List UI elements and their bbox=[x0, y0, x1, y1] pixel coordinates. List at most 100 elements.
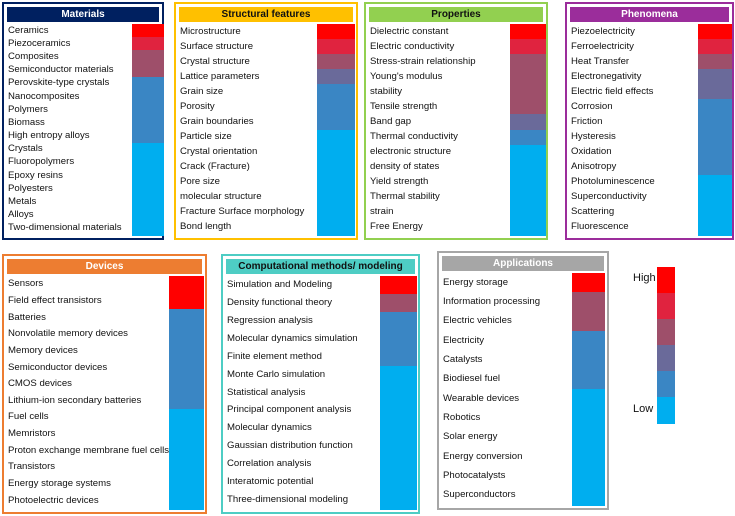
list-item: Photoelectric devices bbox=[8, 494, 99, 506]
list-item: Young's modulus bbox=[370, 70, 443, 82]
list-item: Epoxy resins bbox=[8, 169, 63, 181]
list-item: Fracture Surface morphology bbox=[180, 206, 305, 218]
legend-segment-blue-mid bbox=[657, 371, 675, 397]
heat-cell bbox=[132, 37, 164, 51]
heat-cell bbox=[169, 492, 204, 510]
heat-cell bbox=[510, 129, 546, 146]
list-item: Crystal orientation bbox=[180, 146, 258, 158]
heat-cell bbox=[698, 84, 732, 100]
list-item: Correlation analysis bbox=[227, 458, 312, 470]
heat-cell bbox=[132, 169, 164, 183]
list-item: Sensors bbox=[8, 278, 44, 290]
list-item: Biodiesel fuel bbox=[443, 373, 501, 385]
heat-cell bbox=[698, 69, 732, 85]
properties-heat-bar bbox=[510, 24, 546, 236]
heat-cell bbox=[698, 129, 732, 146]
list-item: Field effect transistors bbox=[8, 294, 102, 306]
list-item: Ceramics bbox=[8, 24, 49, 36]
list-item: Simulation and Modeling bbox=[227, 278, 333, 290]
heat-cell bbox=[169, 475, 204, 493]
list-item: strain bbox=[370, 206, 394, 218]
devices-panel: Devices Sensors Field effect transistors B… bbox=[2, 254, 207, 514]
list-item: Heat Transfer bbox=[571, 55, 630, 67]
heat-cell bbox=[698, 114, 732, 131]
heat-cell bbox=[169, 409, 204, 427]
list-item: Information processing bbox=[443, 296, 541, 307]
heat-cell bbox=[132, 155, 164, 170]
list-item: Interatomic potential bbox=[227, 476, 314, 488]
list-item: Electric vehicles bbox=[443, 315, 512, 327]
heat-cell bbox=[169, 276, 204, 294]
list-item: Energy conversion bbox=[443, 450, 523, 462]
heat-cell bbox=[698, 54, 732, 70]
list-item: density of states bbox=[370, 161, 440, 173]
heat-cell bbox=[132, 50, 164, 65]
heat-cell bbox=[510, 219, 546, 236]
applications-heat-bar bbox=[572, 273, 605, 506]
heat-cell bbox=[317, 54, 355, 70]
heat-cell bbox=[132, 24, 164, 38]
heat-cell bbox=[698, 39, 732, 55]
list-item: Superconductors bbox=[443, 489, 516, 501]
materials-title: Materials bbox=[7, 7, 159, 22]
heat-cell bbox=[169, 325, 204, 344]
legend-segment-high bbox=[657, 267, 675, 293]
heat-cell bbox=[380, 437, 417, 456]
heat-cell bbox=[572, 427, 605, 448]
heat-cell bbox=[572, 292, 605, 313]
heat-cell bbox=[572, 447, 605, 467]
phenomena-panel: Phenomena Piezoelectricity Ferroelectrici… bbox=[565, 2, 734, 240]
list-item: High entropy alloys bbox=[8, 130, 90, 142]
heat-cell bbox=[169, 359, 204, 377]
heat-cell bbox=[698, 159, 732, 176]
heat-cell bbox=[380, 276, 417, 295]
legend-high-label: High bbox=[633, 272, 656, 284]
heat-cell bbox=[169, 309, 204, 327]
list-item: stability bbox=[370, 85, 402, 97]
list-item: Proton exchange membrane fuel cells bbox=[8, 444, 170, 456]
devices-title: Devices bbox=[7, 259, 202, 274]
list-item: Electric conductivity bbox=[370, 40, 455, 52]
list-item: Microstructure bbox=[180, 25, 241, 37]
materials-heat-bar bbox=[132, 24, 164, 236]
list-item: Oxidation bbox=[571, 146, 612, 158]
list-item: Three-dimensional modeling bbox=[227, 494, 349, 506]
list-item: Energy storage systems bbox=[8, 478, 111, 490]
heat-cell bbox=[317, 114, 355, 131]
list-item: Memory devices bbox=[8, 344, 78, 356]
list-item: Molecular dynamics simulation bbox=[227, 332, 358, 344]
legend-segment-mid bbox=[657, 319, 675, 345]
heat-cell bbox=[317, 69, 355, 85]
list-item: Polymers bbox=[8, 103, 48, 115]
list-item: Alloys bbox=[8, 209, 34, 221]
list-item: Pore size bbox=[180, 176, 220, 188]
list-item: Monte Carlo simulation bbox=[227, 368, 326, 380]
heat-cell bbox=[317, 219, 355, 236]
heat-cell bbox=[572, 331, 605, 351]
heat-cell bbox=[132, 129, 164, 144]
list-item: Semiconductor devices bbox=[8, 361, 108, 373]
heat-cell bbox=[572, 350, 605, 371]
materials-panel: Materials Ceramics Piezoceramics Composite… bbox=[2, 2, 164, 240]
list-item: Photocatalysts bbox=[443, 470, 506, 481]
list-item: Grain size bbox=[180, 85, 224, 97]
heat-cell bbox=[380, 401, 417, 420]
list-item: Nanocomposites bbox=[8, 90, 80, 102]
structural-features-panel: Structural features Microstructure Surfac… bbox=[174, 2, 358, 240]
heat-cell bbox=[698, 174, 732, 191]
heat-cell bbox=[132, 103, 164, 117]
heat-cell bbox=[510, 99, 546, 115]
list-item: Bond length bbox=[180, 221, 232, 233]
heat-cell bbox=[572, 485, 605, 506]
list-item: Transistors bbox=[8, 461, 56, 473]
list-item: Photoluminescence bbox=[571, 176, 655, 188]
list-item: Anisotropy bbox=[571, 161, 617, 173]
heat-cell bbox=[572, 311, 605, 332]
structural-features-heat-bar bbox=[317, 24, 355, 236]
list-item: Batteries bbox=[8, 311, 46, 323]
list-item: Semiconductor materials bbox=[8, 64, 114, 76]
list-item: Finite element method bbox=[227, 350, 322, 362]
list-item: Surface structure bbox=[180, 40, 254, 52]
heat-cell bbox=[510, 84, 546, 100]
list-item: Electronegativity bbox=[571, 70, 642, 82]
